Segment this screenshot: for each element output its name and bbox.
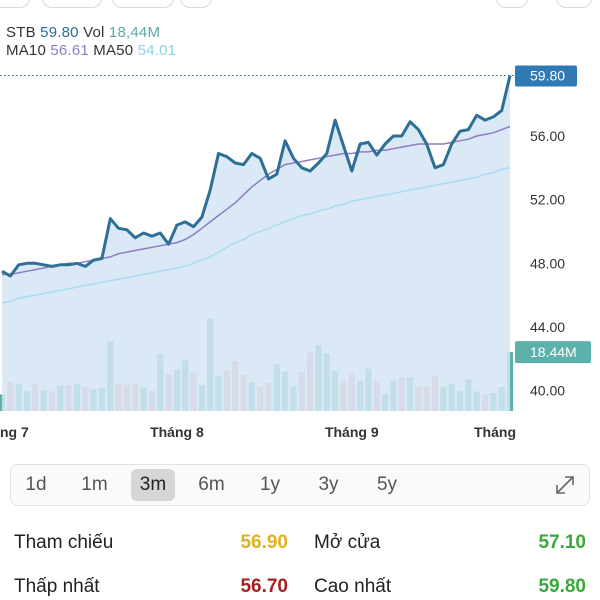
- ref-price-label: Tham chiếu: [14, 532, 114, 553]
- x-tick-label: ng 7: [0, 424, 29, 440]
- ma50-label: MA50: [93, 42, 134, 59]
- last-price-tag-box: [515, 65, 577, 87]
- top-toolbar-edge: [0, 0, 600, 10]
- range-button-3y[interactable]: 3y: [318, 474, 339, 495]
- toolbar-button-fragment[interactable]: [0, 0, 30, 8]
- low-price-value: 56.70: [240, 576, 288, 597]
- ma10-label: MA10: [6, 42, 46, 59]
- toolbar-button-fragment[interactable]: [42, 0, 102, 8]
- toolbar-button-fragment[interactable]: [496, 0, 528, 8]
- price-chart[interactable]: 56.00 52.00 48.00 44.00 40.00 ng 7 Tháng 8 Thá…: [0, 60, 600, 445]
- x-axis: ng 7 Tháng 8 Tháng 9 Tháng: [0, 424, 516, 440]
- ma50-line: [1, 167, 511, 304]
- y-tick-label: 48.00: [530, 255, 565, 271]
- x-tick-label: Tháng 9: [325, 424, 379, 440]
- legend-moving-averages: MA10 56.61 MA50 54.01: [6, 42, 176, 59]
- open-price-label: Mở cửa: [314, 532, 381, 553]
- price-value: 59.80: [40, 24, 79, 41]
- x-tick-label: Tháng 8: [150, 424, 204, 440]
- range-button-1m[interactable]: 1m: [81, 474, 108, 495]
- range-button-5y[interactable]: 5y: [376, 474, 398, 495]
- range-button-1y[interactable]: 1y: [259, 474, 281, 495]
- open-price-value: 57.10: [538, 532, 586, 553]
- price-area-fill: [2, 75, 510, 411]
- low-price-label: Thấp nhất: [14, 576, 100, 597]
- last-volume-tag-text: 18.44M: [530, 344, 577, 360]
- high-price-label: Cao nhất: [314, 576, 392, 597]
- y-tick-label: 40.00: [530, 383, 565, 399]
- toolbar-button-fragment[interactable]: [556, 0, 592, 8]
- y-tick-label: 56.00: [530, 128, 565, 144]
- volume-value: 18,44M: [108, 24, 161, 41]
- legend-price-volume: STB 59.80 Vol 18,44M: [6, 24, 160, 41]
- last-volume-tag-box: [515, 341, 591, 364]
- ref-price-value: 56.90: [240, 532, 288, 553]
- last-volume-tag: 18.44M: [515, 341, 591, 364]
- x-tick-label: Tháng: [474, 424, 516, 440]
- ma50-value: 54.01: [137, 42, 177, 59]
- range-button-6m[interactable]: 6m: [198, 474, 225, 495]
- time-range-selector: 1d 1m 3m 6m 1y 3y 5y: [10, 464, 590, 506]
- toolbar-button-fragment[interactable]: [180, 0, 212, 8]
- symbol-label: STB: [6, 24, 36, 41]
- price-line: [1, 75, 512, 278]
- toolbar-button-fragment[interactable]: [112, 0, 174, 8]
- y-tick-label: 52.00: [530, 192, 565, 208]
- high-price-value: 59.80: [538, 576, 586, 597]
- range-button-1d[interactable]: 1d: [25, 474, 47, 495]
- y-tick-label: 44.00: [530, 319, 565, 335]
- y-axis: 56.00 52.00 48.00 44.00 40.00: [530, 128, 565, 399]
- last-price-tag-text: 59.80: [530, 68, 565, 84]
- volume-label: Vol: [83, 24, 105, 41]
- last-price-tag: 59.80: [515, 65, 577, 87]
- expand-icon[interactable]: [550, 470, 580, 500]
- range-button-3m[interactable]: 3m: [131, 469, 175, 501]
- ma10-value: 56.61: [50, 42, 89, 59]
